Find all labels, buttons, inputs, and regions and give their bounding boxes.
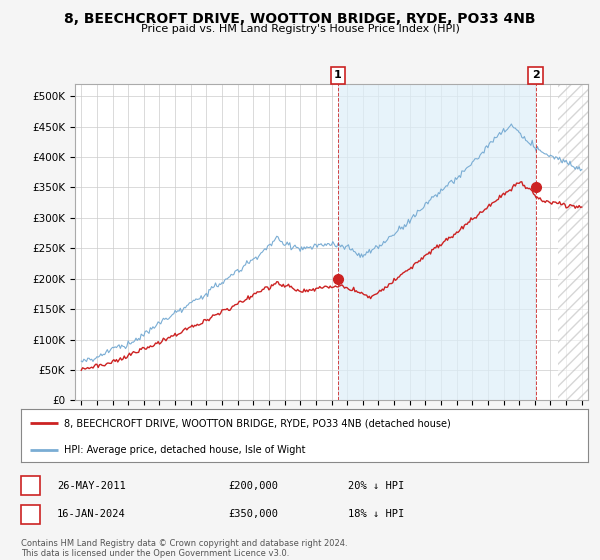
Text: 1: 1 — [334, 70, 341, 80]
Text: 2: 2 — [27, 509, 34, 519]
Text: 8, BEECHCROFT DRIVE, WOOTTON BRIDGE, RYDE, PO33 4NB (detached house): 8, BEECHCROFT DRIVE, WOOTTON BRIDGE, RYD… — [64, 418, 450, 428]
Text: 1: 1 — [27, 480, 34, 491]
Text: 16-JAN-2024: 16-JAN-2024 — [57, 509, 126, 519]
Text: 20% ↓ HPI: 20% ↓ HPI — [348, 480, 404, 491]
Text: 18% ↓ HPI: 18% ↓ HPI — [348, 509, 404, 519]
Text: 2: 2 — [532, 70, 539, 80]
Text: £200,000: £200,000 — [228, 480, 278, 491]
Text: Contains HM Land Registry data © Crown copyright and database right 2024.
This d: Contains HM Land Registry data © Crown c… — [21, 539, 347, 558]
Text: 26-MAY-2011: 26-MAY-2011 — [57, 480, 126, 491]
Text: £350,000: £350,000 — [228, 509, 278, 519]
Text: Price paid vs. HM Land Registry's House Price Index (HPI): Price paid vs. HM Land Registry's House … — [140, 24, 460, 34]
Text: HPI: Average price, detached house, Isle of Wight: HPI: Average price, detached house, Isle… — [64, 445, 305, 455]
Bar — [338, 84, 536, 400]
Text: 8, BEECHCROFT DRIVE, WOOTTON BRIDGE, RYDE, PO33 4NB: 8, BEECHCROFT DRIVE, WOOTTON BRIDGE, RYD… — [64, 12, 536, 26]
